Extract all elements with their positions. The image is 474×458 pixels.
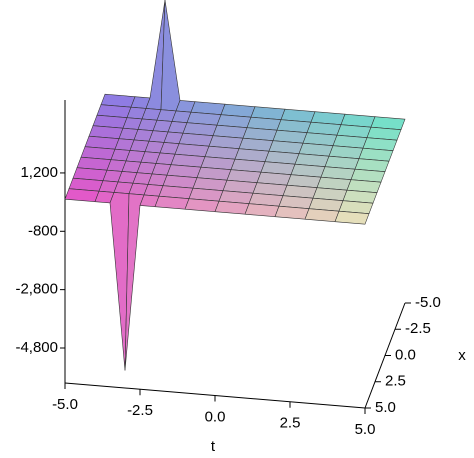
surface-patch xyxy=(184,198,220,213)
t-tick-label: 0.0 xyxy=(205,408,226,425)
t-tick-label: 2.5 xyxy=(280,415,301,432)
z-tick-label: -4,800 xyxy=(15,339,58,356)
surface-patch xyxy=(244,203,280,218)
t-tick-label: -5.0 xyxy=(52,396,78,413)
z-tick-label: 1,200 xyxy=(20,164,58,181)
surface-patch xyxy=(64,188,100,203)
t-tick-label: -2.5 xyxy=(127,402,153,419)
z-tick-label: -800 xyxy=(28,222,58,239)
t-axis-label: t xyxy=(211,438,216,455)
z-tick-label: -2,800 xyxy=(15,281,58,298)
surface-patch xyxy=(214,200,250,215)
x-tick-label: -2.5 xyxy=(405,320,431,337)
surface-patch xyxy=(274,205,310,220)
surface-patch xyxy=(304,208,340,223)
surface-patch xyxy=(334,210,370,225)
x-tick-label: 5.0 xyxy=(375,399,396,416)
x-tick-label: 2.5 xyxy=(385,373,406,390)
x-tick-label: -5.0 xyxy=(415,294,441,311)
x-axis-label: x xyxy=(458,347,466,364)
surface-patch xyxy=(154,195,190,210)
t-tick-label: 5.0 xyxy=(355,421,376,438)
x-tick-label: 0.0 xyxy=(395,346,416,363)
